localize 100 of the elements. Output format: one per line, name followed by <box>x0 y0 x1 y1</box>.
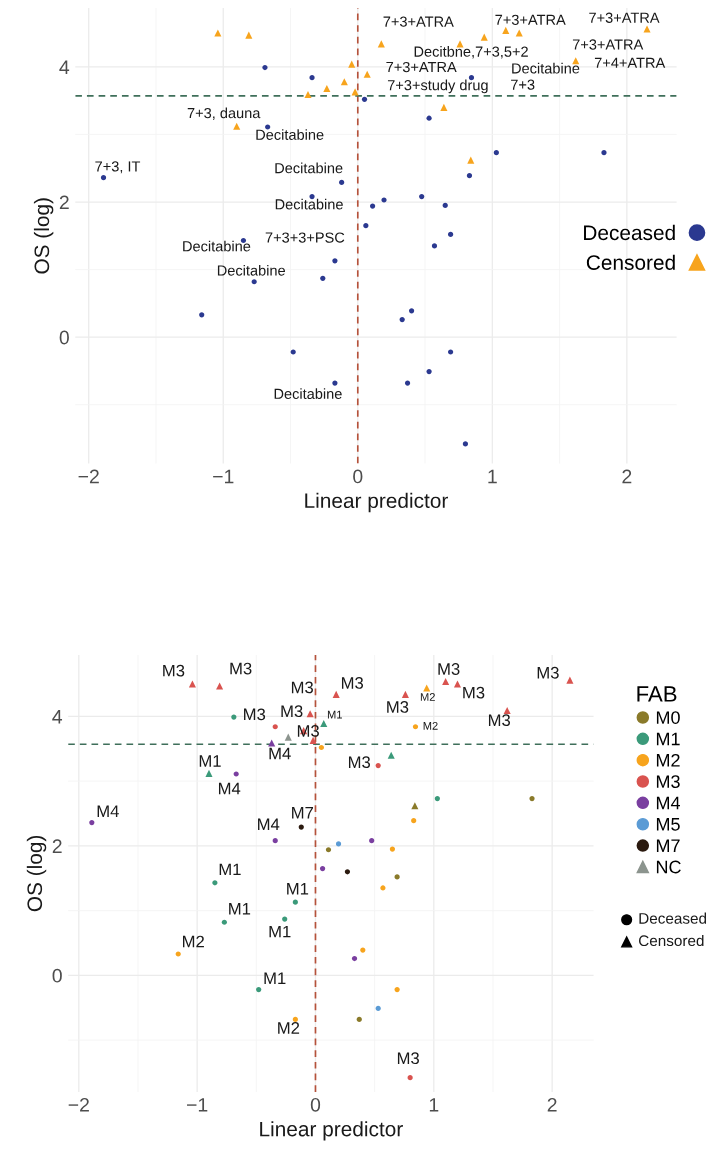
point <box>319 865 326 872</box>
text: Deceased <box>639 912 707 924</box>
point <box>381 197 387 203</box>
x-tick-label: −2 <box>78 469 99 484</box>
annotation: M3 <box>291 681 313 694</box>
point <box>233 122 241 130</box>
y-axis-title: OS (log) <box>26 835 47 912</box>
point <box>221 919 227 925</box>
point <box>231 714 237 720</box>
point <box>320 275 326 281</box>
point <box>284 733 292 741</box>
point <box>502 26 510 34</box>
point <box>323 84 331 93</box>
point <box>431 243 438 249</box>
annotation: 7+3+ATRA <box>572 39 644 50</box>
annotation: 7+3+ATRA <box>589 12 660 23</box>
annotation: M1 <box>327 710 342 719</box>
point <box>394 874 400 880</box>
x-tick-label: 2 <box>622 469 632 484</box>
annotation: 7+4+ATRA <box>594 57 666 68</box>
annotation: M3 <box>341 677 364 689</box>
annotation: M3 <box>397 1052 419 1065</box>
point <box>325 847 332 853</box>
annotation: Decitabine <box>274 388 342 400</box>
point <box>361 96 368 102</box>
y-tick-label: 2 <box>59 195 69 210</box>
point <box>426 115 432 121</box>
legend-label: Censored <box>586 254 675 270</box>
annotation: M3 <box>281 705 303 718</box>
point <box>409 308 415 314</box>
point <box>442 677 450 685</box>
x-tick-label: −1 <box>213 469 234 484</box>
point <box>320 719 328 728</box>
point <box>601 150 607 156</box>
y-tick-label: 0 <box>59 330 69 345</box>
point <box>566 676 574 684</box>
point <box>351 955 358 962</box>
legend-label: M0 <box>656 711 680 724</box>
annotation: 7+3+study drug <box>387 79 488 94</box>
annotation: 7+3+3+PSC <box>265 232 345 243</box>
text: Censored <box>638 934 704 947</box>
y-tick-label: 4 <box>52 710 63 724</box>
annotation: M3 <box>438 663 460 675</box>
legend-label: NC <box>656 860 681 874</box>
point <box>298 824 304 830</box>
x-tick-label: −2 <box>68 1097 89 1112</box>
annotation: M2 <box>423 721 438 730</box>
annotation: Decitabine <box>217 264 285 276</box>
point <box>332 380 338 386</box>
y-axis-title: OS (log) <box>33 198 54 274</box>
point <box>493 150 499 156</box>
point <box>205 769 213 777</box>
annotation: M1 <box>264 972 286 984</box>
point <box>466 173 473 179</box>
annotation: M3 <box>348 756 371 769</box>
annotation: 7+3+ATRA <box>386 61 457 73</box>
point <box>256 987 262 993</box>
legend-label: M5 <box>656 818 680 831</box>
point <box>100 175 107 181</box>
annotation: M1 <box>199 755 221 767</box>
point <box>344 869 351 875</box>
annotation: M3 <box>230 662 252 675</box>
point <box>411 802 419 810</box>
point <box>360 947 366 953</box>
legend-label: M4 <box>656 796 681 810</box>
point <box>399 316 405 323</box>
point <box>89 819 95 826</box>
legend-label: M1 <box>656 732 680 746</box>
point <box>216 682 224 690</box>
annotation: M2 <box>420 693 435 701</box>
point <box>262 64 268 71</box>
point <box>419 194 425 200</box>
point <box>339 179 345 186</box>
point <box>292 1016 298 1022</box>
x-tick-label: −1 <box>187 1098 208 1112</box>
x-tick-label: 2 <box>547 1097 557 1112</box>
point <box>175 951 181 957</box>
point <box>394 987 400 993</box>
annotation: M1 <box>269 925 291 938</box>
x-tick-label: 0 <box>353 469 363 484</box>
annotation: Decitbne,7+3,5+2 <box>414 46 528 59</box>
point <box>440 103 448 111</box>
point <box>480 33 488 41</box>
annotation: M3 <box>163 664 185 677</box>
point <box>199 312 205 318</box>
point <box>356 1016 362 1022</box>
annotation: M2 <box>183 935 204 948</box>
annotation: M1 <box>287 883 309 895</box>
annotation: Decitabine <box>512 62 580 74</box>
x-tick-label: 1 <box>429 1098 439 1112</box>
point <box>351 88 359 96</box>
point <box>233 771 239 777</box>
point <box>272 724 278 730</box>
point <box>467 156 475 164</box>
annotation: M1 <box>219 863 241 876</box>
legend-label: Deceased <box>584 224 675 241</box>
point <box>369 203 376 209</box>
point <box>401 690 409 698</box>
y-tick-label: 2 <box>52 839 62 853</box>
annotation: 7+3+ATRA <box>383 16 454 27</box>
